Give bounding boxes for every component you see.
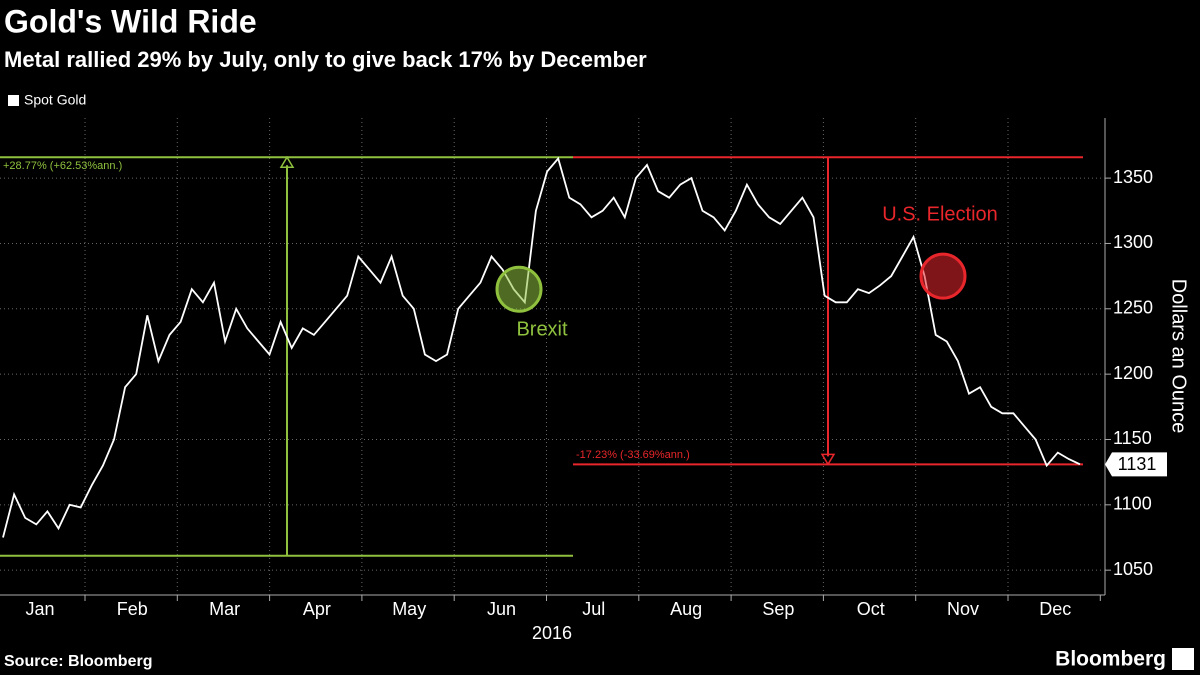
last-value-tag xyxy=(1105,452,1167,477)
x-tick-label: Apr xyxy=(303,599,331,619)
legend-swatch xyxy=(8,95,19,106)
last-value-label: 1131 xyxy=(1118,454,1157,474)
x-axis-label: 2016 xyxy=(532,623,572,643)
rally-label: +28.77% (+62.53%ann.) xyxy=(3,160,122,172)
x-tick-label: Oct xyxy=(857,599,885,619)
y-tick-label: 1100 xyxy=(1113,494,1152,514)
chart-subtitle: Metal rallied 29% by July, only to give … xyxy=(4,47,647,72)
x-tick-label: Jun xyxy=(487,599,516,619)
y-axis-label: Dollars an Ounce xyxy=(1168,279,1190,434)
x-tick-label: Jul xyxy=(582,599,605,619)
y-tick-label: 1150 xyxy=(1113,428,1152,448)
brand: Bloomberg xyxy=(1055,648,1166,671)
x-tick-label: Dec xyxy=(1039,599,1071,619)
brand-icon xyxy=(1172,648,1194,670)
price-line xyxy=(2,156,1081,538)
y-tick-label: 1250 xyxy=(1113,298,1153,318)
x-tick-label: May xyxy=(392,599,426,619)
decline-arrowhead xyxy=(820,453,836,466)
source: Source: Bloomberg xyxy=(4,653,152,670)
x-tick-label: Nov xyxy=(947,599,979,619)
event-label: Brexit xyxy=(516,318,568,340)
x-tick-label: Aug xyxy=(670,599,702,619)
event-marker xyxy=(919,252,967,300)
x-tick-label: Jan xyxy=(25,599,54,619)
decline-label: -17.23% (-33.69%ann.) xyxy=(576,449,690,461)
y-tick-label: 1050 xyxy=(1113,559,1153,579)
y-tick-label: 1200 xyxy=(1113,363,1153,383)
legend-label: Spot Gold xyxy=(24,92,86,108)
y-tick-label: 1300 xyxy=(1113,232,1153,252)
y-tick-label: 1350 xyxy=(1113,167,1153,187)
event-label: U.S. Election xyxy=(882,203,998,225)
x-tick-label: Sep xyxy=(762,599,794,619)
chart-title: Gold's Wild Ride xyxy=(4,3,257,39)
x-tick-label: Feb xyxy=(117,599,148,619)
event-marker xyxy=(495,265,543,313)
x-tick-label: Mar xyxy=(209,599,240,619)
rally-arrowhead xyxy=(279,155,295,168)
